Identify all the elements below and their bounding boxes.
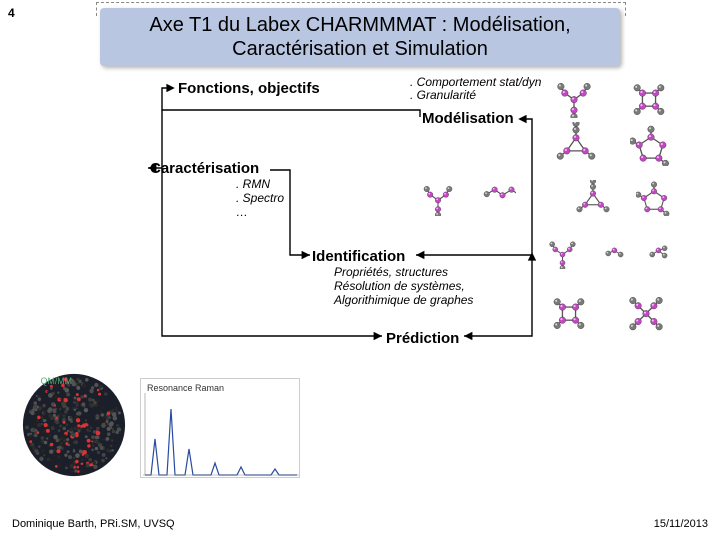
title-line-2: Caractérisation et Simulation (100, 37, 620, 61)
molecule-icon (548, 290, 590, 337)
footer-author: Dominique Barth, PRi.SM, UVSQ (12, 518, 175, 530)
molecule-icon (575, 180, 611, 221)
qm-mm-image: QM/MM (18, 370, 130, 480)
molecule-icon (628, 76, 670, 123)
node-identification: Identification (312, 248, 405, 265)
sub-caracterisation: . RMN. Spectro… (236, 178, 284, 219)
molecule-icon (420, 180, 456, 221)
raman-spectrum: Resonance Raman (140, 378, 300, 478)
molecule-icon (555, 122, 597, 169)
molecule-icon (625, 290, 667, 337)
svg-text:QM/MM: QM/MM (41, 376, 72, 386)
node-prediction: Prédiction (386, 330, 459, 347)
node-modelisation: Modélisation (422, 110, 514, 127)
molecule-icon (553, 76, 595, 123)
sub-modelisation: . Comportement stat/dyn. Granularité (410, 76, 541, 102)
slide-title: Axe T1 du Labex CHARMMMAT : Modélisation… (100, 8, 620, 66)
page-number: 4 (8, 6, 15, 20)
molecule-icon (546, 236, 579, 274)
footer-date: 15/11/2013 (654, 518, 708, 530)
node-fonctions: Fonctions, objectifs (178, 80, 320, 97)
molecule-icon (644, 238, 677, 276)
svg-text:Resonance Raman: Resonance Raman (147, 383, 224, 393)
molecule-icon (630, 124, 672, 171)
node-caracterisation: Caractérisation (150, 160, 259, 177)
molecule-icon (600, 238, 633, 276)
molecule-icon (480, 175, 516, 216)
title-line-1: Axe T1 du Labex CHARMMMAT : Modélisation… (100, 13, 620, 37)
molecule-icon (636, 180, 672, 221)
sub-identification: Propriétés, structuresRésolution de syst… (334, 266, 473, 307)
